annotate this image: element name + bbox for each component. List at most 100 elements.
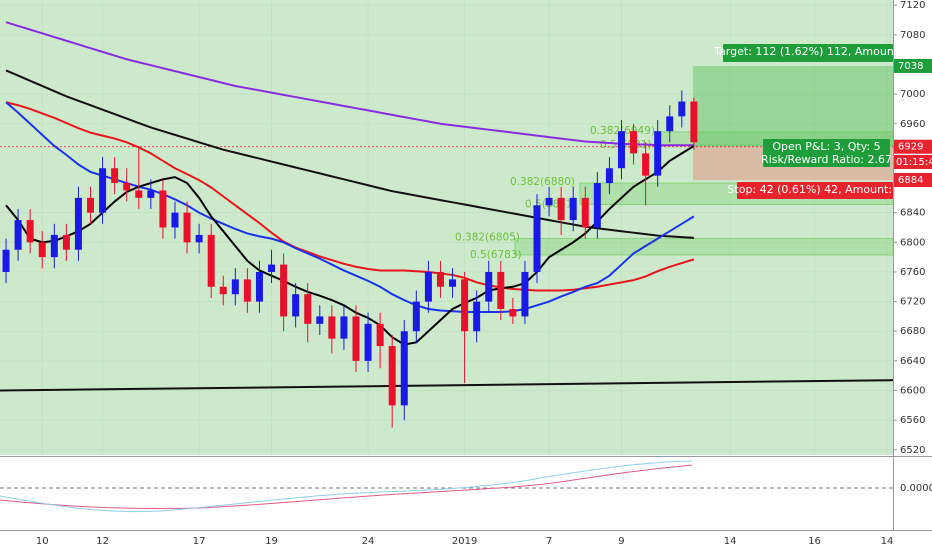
- candle-body: [219, 286, 227, 295]
- moving-average: [5, 69, 694, 239]
- x-tick-label: 16: [808, 536, 821, 547]
- candle-body: [642, 153, 650, 176]
- candle-body: [147, 190, 155, 198]
- fib-label: 0.382(6805): [455, 232, 520, 244]
- candle-body: [340, 316, 348, 339]
- candle-body: [461, 279, 469, 332]
- candle-body: [159, 190, 167, 228]
- x-tick-label: 7: [546, 536, 552, 547]
- y-tick-label: 6840: [900, 208, 925, 219]
- candle-body: [678, 101, 686, 117]
- x-tick-label: 12: [96, 536, 109, 547]
- position-label: Risk/Reward Ratio: 2.67: [761, 153, 892, 166]
- candle-body: [352, 316, 360, 361]
- candle-body: [255, 271, 263, 302]
- candle-body: [111, 168, 119, 184]
- candle-body: [436, 271, 444, 287]
- candle-body: [99, 168, 107, 213]
- candle-body: [654, 131, 662, 176]
- x-tick-label: 14: [724, 536, 737, 547]
- position-label: Target: 112 (1.62%) 112, Amount:: [713, 45, 902, 58]
- y-tick-label: 6600: [900, 386, 925, 397]
- candle-body: [171, 212, 179, 228]
- candle-body: [388, 346, 396, 406]
- candle-body: [666, 116, 674, 132]
- candle-body: [280, 264, 288, 317]
- main-plot: 0.382(6949)0.5(6931)0.382(6880)0.5(6851)…: [0, 0, 902, 455]
- moving-average: [5, 101, 695, 313]
- fib-zone: [514, 238, 894, 256]
- label-box: [723, 44, 893, 62]
- x-tick-label: 19: [265, 536, 278, 547]
- candle-body: [412, 301, 420, 332]
- candle-body: [485, 271, 493, 302]
- candle-body: [243, 279, 251, 302]
- y-tick-label: 7000: [900, 89, 925, 100]
- y-tick-label: 7120: [900, 0, 925, 11]
- x-tick-label: 10: [36, 536, 49, 547]
- fib-label: 0.5(6783): [470, 249, 522, 261]
- indicator-signal: [0, 464, 693, 510]
- candle-body: [521, 271, 529, 317]
- moving-average: [5, 145, 695, 346]
- indicator-pane: [0, 458, 893, 530]
- y-tick-label: 6680: [900, 326, 925, 337]
- candle-body: [509, 309, 517, 317]
- x-tick-label: 24: [362, 536, 375, 547]
- position-label: Stop: 42 (0.61%) 42, Amount: 7: [727, 183, 902, 196]
- candle-body: [364, 323, 372, 361]
- candle-body: [14, 220, 22, 250]
- price-tag: [894, 58, 932, 73]
- candle-body: [497, 271, 505, 310]
- candle-body: [316, 316, 324, 324]
- price-tag: [894, 139, 932, 154]
- candle-body: [533, 205, 541, 272]
- candle-body: [50, 234, 58, 258]
- price-tag: [894, 173, 932, 188]
- y-tick-label: 6520: [900, 445, 925, 456]
- position-label: Open P&L: 3, Qty: 5: [772, 140, 880, 153]
- candle-body: [400, 331, 408, 406]
- countdown-label: 01:15:46: [896, 157, 932, 168]
- candle-body: [473, 301, 481, 332]
- candle-body: [581, 197, 589, 228]
- candle-body: [605, 168, 613, 184]
- y-tick-label: 6960: [900, 119, 925, 130]
- candle-body: [26, 220, 34, 243]
- price-tag-label: 6929: [898, 142, 923, 153]
- label-box: [763, 139, 890, 167]
- target-zone: [693, 65, 893, 147]
- y-tick-label: 7080: [900, 30, 925, 41]
- price-tag-label: 7038: [898, 61, 923, 72]
- candle-body: [231, 279, 239, 295]
- candle-body: [617, 131, 625, 169]
- moving-average: [5, 21, 694, 147]
- price-tag-label: 6884: [898, 175, 923, 186]
- candle-body: [424, 271, 432, 302]
- label-box: [737, 182, 893, 199]
- x-tick-label: 17: [193, 536, 206, 547]
- candle-body: [123, 183, 131, 191]
- main-pane: [0, 0, 893, 455]
- candle-body: [268, 264, 276, 272]
- candle-body: [545, 197, 553, 206]
- candle-body: [135, 190, 143, 198]
- fib-label: 0.382(6880): [510, 176, 575, 188]
- indicator-zero-label: 0.0000: [900, 483, 932, 494]
- candle-body: [630, 131, 638, 154]
- x-tick-label: 9: [618, 536, 624, 547]
- y-tick-label: 6640: [900, 356, 925, 367]
- candle-body: [74, 197, 82, 250]
- candle-body: [207, 234, 215, 287]
- y-tick-label: 6560: [900, 415, 925, 426]
- x-tick-label: 14: [881, 536, 894, 547]
- trendline: [0, 379, 894, 392]
- candle-body: [183, 212, 191, 243]
- countdown-tag: [894, 155, 932, 169]
- y-tick-label: 6760: [900, 267, 925, 278]
- candle-body: [593, 183, 601, 228]
- indicator-line: [0, 460, 693, 513]
- candle-body: [38, 242, 46, 258]
- candle-body: [62, 234, 70, 250]
